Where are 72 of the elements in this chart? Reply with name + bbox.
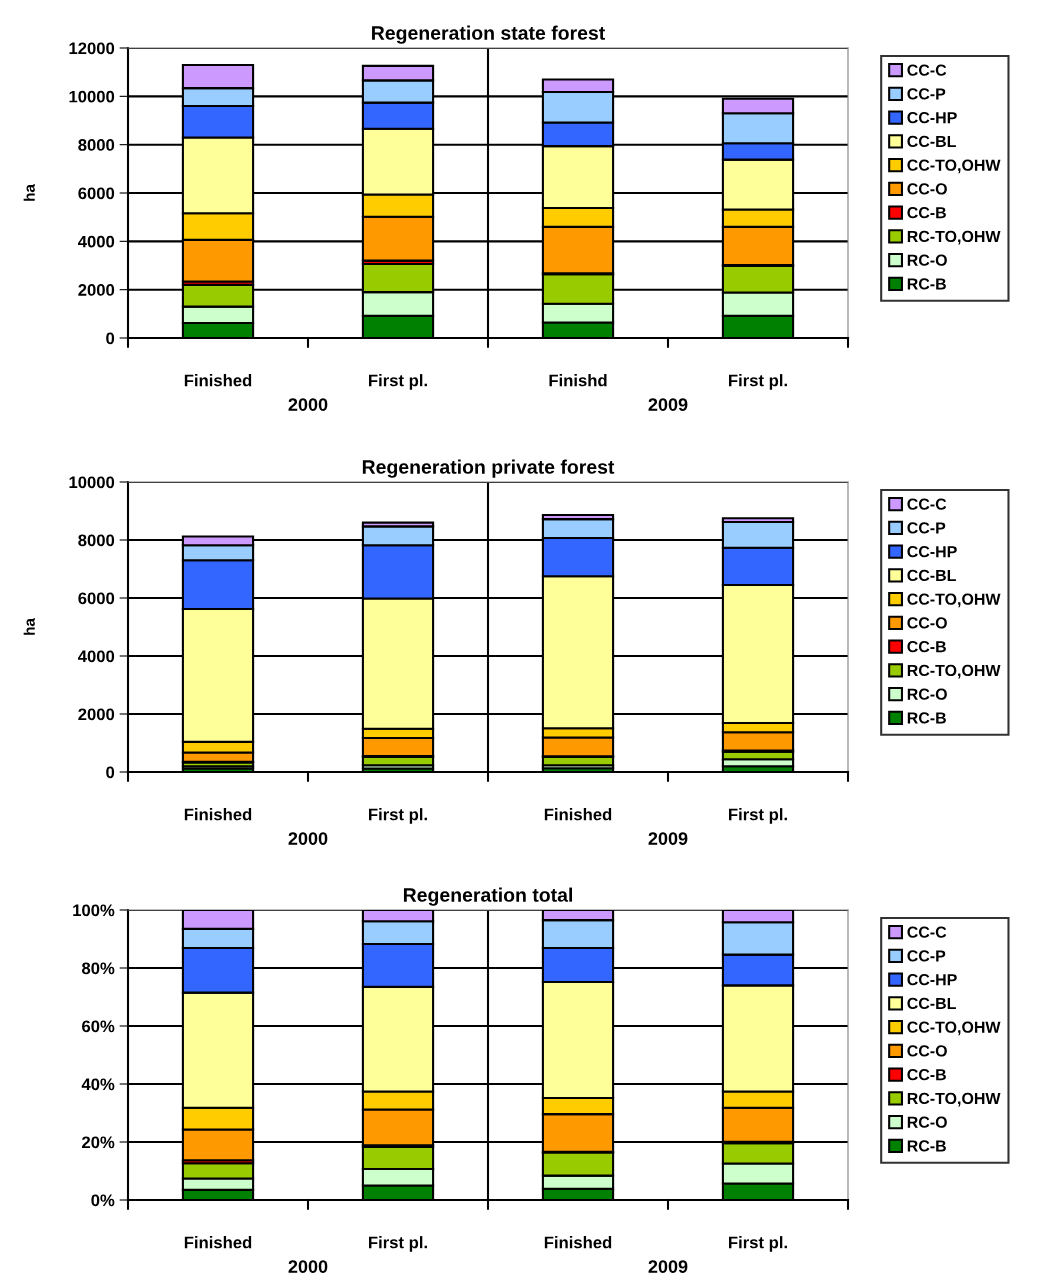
legend-label: CC-HP bbox=[907, 112, 957, 124]
legend-label: RC-TO,OHW bbox=[907, 664, 1001, 679]
legend-label: CC-BL bbox=[907, 569, 956, 582]
legend-label: CC-TO,OHW bbox=[907, 593, 1001, 608]
x-tick-label: Finished bbox=[184, 1236, 252, 1249]
chart-title: Regeneration state forest bbox=[372, 25, 606, 44]
legend-label: CC-HP bbox=[907, 974, 957, 986]
text: 2009 bbox=[648, 1260, 688, 1273]
x-tick-label: First pl. bbox=[369, 1236, 427, 1252]
legend-label: CC-O bbox=[907, 1045, 947, 1057]
legend-label: CC-TO,OHW bbox=[907, 159, 1001, 174]
y-tick-label: 80% bbox=[81, 962, 115, 975]
y-tick-label: 6000 bbox=[78, 592, 115, 605]
y-axis-title: ha bbox=[23, 617, 35, 635]
text: 2000 bbox=[288, 398, 328, 411]
y-tick-label: 6000 bbox=[78, 187, 115, 200]
legend-label: CC-P bbox=[907, 522, 946, 534]
legend-label: CC-C bbox=[907, 926, 947, 938]
chart-title: Regeneration private forest bbox=[362, 459, 615, 478]
y-tick-label: 100% bbox=[73, 904, 115, 917]
x-tick-label: First pl. bbox=[729, 374, 787, 390]
legend-label: RC-B bbox=[907, 278, 946, 290]
x-tick-label: First pl. bbox=[369, 808, 427, 824]
y-tick-label: 4000 bbox=[77, 235, 115, 248]
legend-label: CC-P bbox=[907, 88, 946, 100]
y-tick-label: 2000 bbox=[78, 708, 115, 721]
x-tick-label: First pl. bbox=[369, 374, 427, 390]
x-tick-label: Finishd bbox=[549, 374, 607, 387]
x-tick-label: Finished bbox=[184, 374, 252, 387]
y-tick-label: 60% bbox=[82, 1020, 115, 1033]
legend-label: CC-BL bbox=[907, 997, 956, 1010]
y-tick-label: 8000 bbox=[78, 534, 115, 547]
legend-label: RC-O bbox=[907, 254, 947, 266]
x-tick-label: Finished bbox=[184, 808, 252, 821]
legend-label: RC-O bbox=[907, 688, 947, 700]
legend-label: CC-C bbox=[907, 498, 947, 510]
y-tick-label: 12000 bbox=[69, 42, 115, 55]
legend-label: CC-O bbox=[907, 183, 947, 195]
y-tick-label: 40% bbox=[81, 1078, 115, 1091]
y-axis-title: ha bbox=[23, 183, 35, 201]
y-tick-label: 8000 bbox=[78, 139, 115, 151]
y-tick-label: 0% bbox=[91, 1194, 115, 1207]
legend-label: RC-TO,OHW bbox=[907, 230, 1001, 245]
legend-label: CC-B bbox=[907, 207, 946, 219]
y-tick-label: 4000 bbox=[77, 650, 115, 663]
legend-label: RC-B bbox=[907, 1140, 946, 1152]
y-tick-label: 10000 bbox=[69, 90, 115, 103]
y-tick-label: 0 bbox=[106, 332, 115, 345]
chart-title: Regeneration total bbox=[403, 887, 572, 906]
legend-label: CC-B bbox=[907, 641, 946, 653]
y-tick-label: 0 bbox=[106, 766, 115, 779]
y-tick-label: 2000 bbox=[78, 284, 115, 296]
legend-label: CC-HP bbox=[907, 546, 957, 558]
y-tick-label: 10000 bbox=[69, 476, 115, 489]
legend-label: RC-TO,OHW bbox=[907, 1092, 1001, 1107]
text: 2009 bbox=[648, 398, 688, 411]
y-tick-label: 20% bbox=[82, 1136, 115, 1149]
x-tick-label: First pl. bbox=[729, 1236, 787, 1252]
legend-label: CC-BL bbox=[907, 135, 956, 148]
text: 2000 bbox=[288, 832, 328, 845]
legend-label: CC-O bbox=[907, 617, 947, 629]
text: 2000 bbox=[288, 1260, 328, 1273]
x-tick-label: First pl. bbox=[729, 808, 787, 824]
legend-label: CC-B bbox=[907, 1069, 946, 1081]
legend-label: RC-B bbox=[907, 712, 946, 724]
legend-label: CC-P bbox=[907, 950, 946, 962]
text: 2009 bbox=[648, 832, 688, 845]
legend-label: CC-C bbox=[907, 64, 947, 76]
legend-label: CC-TO,OHW bbox=[907, 1021, 1001, 1036]
x-tick-label: Finished bbox=[544, 808, 612, 821]
legend-label: RC-O bbox=[907, 1116, 947, 1128]
x-tick-label: Finished bbox=[544, 1236, 612, 1249]
